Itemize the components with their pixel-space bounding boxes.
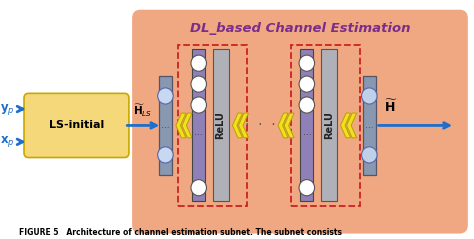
Text: ReLU: ReLU — [324, 112, 334, 139]
Bar — [192, 49, 205, 201]
Text: $\mathbf{x}_p$: $\mathbf{x}_p$ — [0, 134, 15, 149]
Text: FIGURE 5   Architecture of channel estimation subnet. The subnet consists: FIGURE 5 Architecture of channel estimat… — [19, 228, 342, 237]
Text: $\widetilde{\mathbf{H}}_{LS}$: $\widetilde{\mathbf{H}}_{LS}$ — [133, 102, 152, 119]
Bar — [291, 45, 360, 206]
Text: ...: ... — [161, 121, 170, 130]
Polygon shape — [232, 113, 243, 138]
Polygon shape — [176, 113, 186, 138]
Polygon shape — [278, 113, 288, 138]
Circle shape — [362, 147, 377, 163]
FancyBboxPatch shape — [24, 93, 129, 158]
Circle shape — [191, 180, 207, 196]
Circle shape — [191, 76, 207, 92]
Circle shape — [362, 88, 377, 104]
Text: $\mathbf{y}_p$: $\mathbf{y}_p$ — [0, 102, 15, 117]
Text: ·  ·  ·: · · · — [245, 119, 275, 132]
Polygon shape — [182, 113, 192, 138]
Circle shape — [191, 55, 207, 71]
Text: ...: ... — [194, 128, 203, 137]
Bar — [321, 49, 337, 201]
Text: ...: ... — [302, 128, 311, 137]
Bar — [301, 49, 313, 201]
Polygon shape — [341, 113, 351, 138]
Circle shape — [191, 97, 207, 113]
Text: DL_based Channel Estimation: DL_based Channel Estimation — [190, 22, 410, 35]
Polygon shape — [346, 113, 356, 138]
Bar — [363, 76, 376, 175]
Bar — [178, 45, 247, 206]
Circle shape — [299, 180, 315, 196]
Polygon shape — [238, 113, 248, 138]
Polygon shape — [284, 113, 294, 138]
Circle shape — [299, 97, 315, 113]
Text: $\widetilde{\mathbf{H}}$: $\widetilde{\mathbf{H}}$ — [384, 99, 398, 115]
Circle shape — [158, 88, 173, 104]
FancyBboxPatch shape — [132, 10, 468, 234]
Circle shape — [299, 76, 315, 92]
Text: LS-initial: LS-initial — [49, 120, 104, 130]
Text: ReLU: ReLU — [216, 112, 226, 139]
Bar — [213, 49, 228, 201]
Text: ...: ... — [365, 121, 374, 130]
Circle shape — [158, 147, 173, 163]
Bar — [159, 76, 172, 175]
Circle shape — [299, 55, 315, 71]
